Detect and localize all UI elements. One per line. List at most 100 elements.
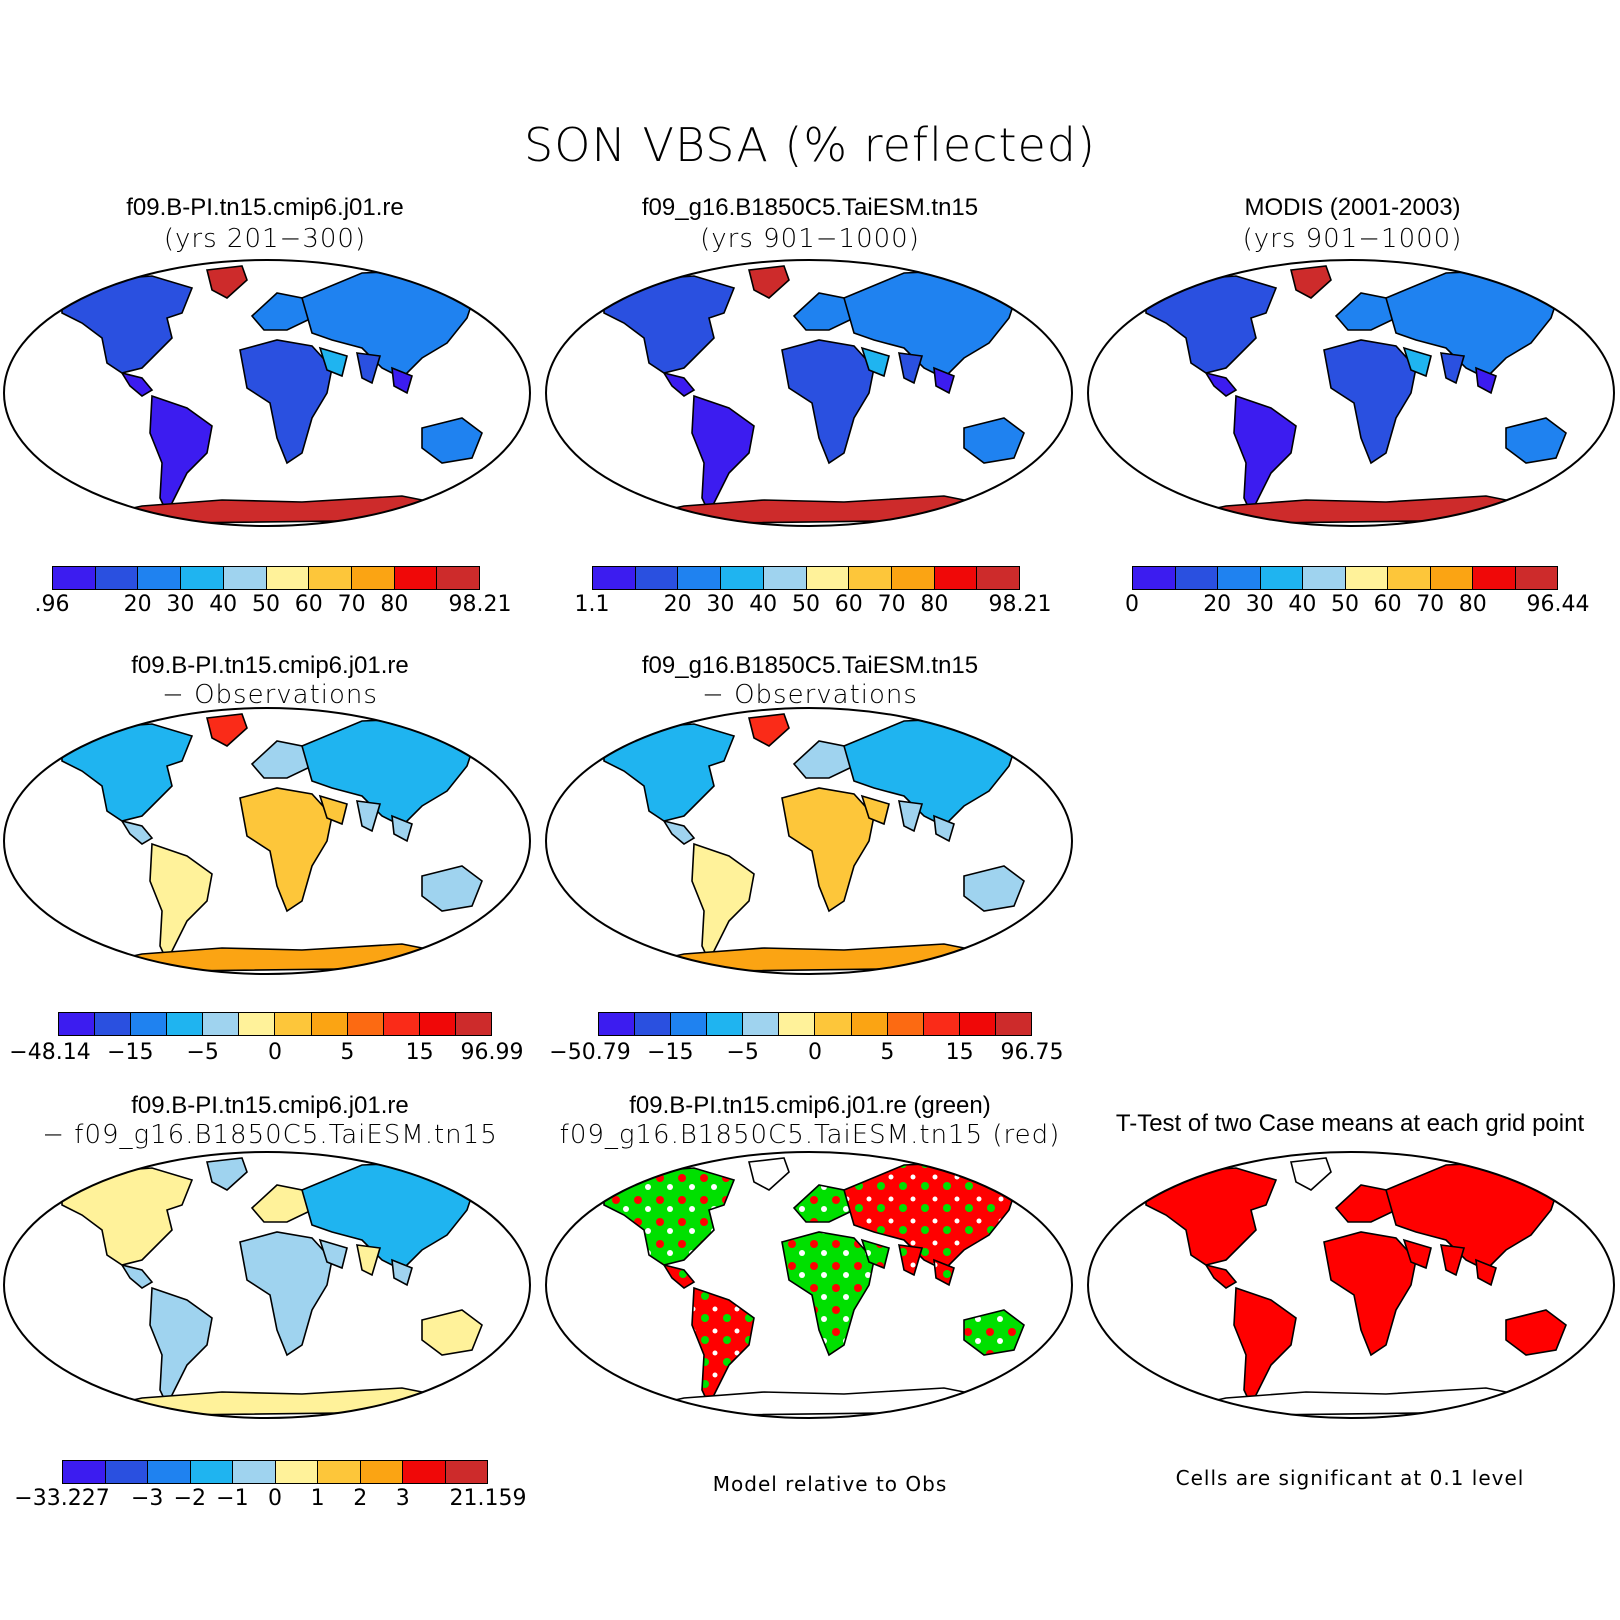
map-region-seasia bbox=[391, 1258, 413, 1287]
colorbar-tick-label: −15 bbox=[107, 1040, 154, 1065]
panel3-title: MODIS (2001-2003) bbox=[1244, 194, 1461, 221]
panel6-title: f09.B-PI.tn15.cmip6.j01.re bbox=[131, 1092, 409, 1119]
colorbar-swatch bbox=[1175, 567, 1218, 589]
map-region-india bbox=[355, 1244, 382, 1277]
panel5-subtitle: − Observations bbox=[702, 680, 918, 710]
colorbar-tick-label: 80 bbox=[1458, 592, 1487, 617]
map-region-africa bbox=[1323, 339, 1417, 465]
colorbar-swatch bbox=[849, 567, 892, 589]
panel6-colorbar-labels: −33.227 −3 −2 −1 0 1 2 3 21.159 bbox=[0, 1486, 540, 1514]
colorbar-tick-label: −5 bbox=[186, 1040, 219, 1065]
colorbar-tick-label: 15 bbox=[405, 1040, 434, 1065]
colorbar-swatch bbox=[923, 1013, 960, 1035]
colorbar-swatch bbox=[1388, 567, 1431, 589]
map-region-seasia bbox=[391, 366, 413, 395]
map-region-africa bbox=[781, 339, 875, 465]
map-region-samerica bbox=[149, 1286, 213, 1407]
map-region-namerica bbox=[1145, 275, 1278, 374]
map-region-camerica bbox=[120, 819, 154, 845]
colorbar-tick-label: 5 bbox=[340, 1040, 355, 1065]
panel2-colorbar-labels: 1.1 20 30 40 50 60 70 80 98.21 bbox=[0, 592, 1080, 620]
panel7-map bbox=[545, 1151, 1073, 1419]
colorbar-tick-label: −50.79 bbox=[549, 1040, 631, 1065]
colorbar-tick-label: 50 bbox=[792, 592, 820, 617]
map-region-africa bbox=[1323, 1231, 1417, 1357]
map-region-australia bbox=[421, 865, 483, 912]
colorbar-swatch bbox=[721, 567, 764, 589]
panel2-title: f09_g16.B1850C5.TaiESM.tn15 bbox=[641, 194, 979, 221]
colorbar-swatch bbox=[977, 567, 1020, 589]
colorbar-swatch bbox=[275, 1013, 312, 1035]
map-region-samerica bbox=[149, 842, 213, 963]
colorbar-swatch bbox=[635, 567, 679, 589]
map-region-samerica bbox=[149, 394, 213, 515]
colorbar-tick-label: 20 bbox=[1203, 592, 1232, 617]
colorbar-swatch bbox=[95, 567, 139, 589]
colorbar-swatch bbox=[1303, 567, 1346, 589]
map-region-namerica bbox=[603, 723, 736, 822]
map-region-australia bbox=[963, 865, 1025, 912]
map-region-india bbox=[897, 352, 924, 385]
panel1-map bbox=[3, 259, 531, 527]
colorbar-swatch bbox=[347, 1013, 384, 1035]
map-region-greenland bbox=[748, 1157, 790, 1191]
panel1-title: f09.B-PI.tn15.cmip6.j01.re bbox=[126, 194, 404, 221]
panel3-subtitle: (yrs 901−1000) bbox=[1242, 224, 1463, 254]
panel8-caption: Cells are significant at 0.1 level bbox=[1175, 1466, 1525, 1490]
map-region-australia bbox=[421, 417, 483, 464]
panel7-subtitle: f09_g16.B1850C5.TaiESM.tn15 (red) bbox=[559, 1120, 1061, 1150]
colorbar-swatch bbox=[203, 1013, 240, 1035]
colorbar-tick-label: 15 bbox=[945, 1040, 974, 1065]
colorbar-swatch bbox=[887, 1013, 924, 1035]
panel7-caption: Model relative to Obs bbox=[712, 1472, 948, 1496]
colorbar-swatch bbox=[190, 1461, 233, 1483]
colorbar-tick-label: −48.14 bbox=[9, 1040, 91, 1065]
colorbar-tick-label: −3 bbox=[130, 1486, 164, 1511]
map-region-camerica bbox=[662, 371, 696, 397]
panel4-colorbar-labels: −48.14 −15 −5 0 5 15 96.99 bbox=[0, 1040, 540, 1068]
colorbar-tick-label: 0 bbox=[1125, 592, 1139, 617]
colorbar-tick-label: 60 bbox=[1373, 592, 1402, 617]
colorbar-swatch bbox=[63, 1461, 106, 1483]
map-boundary bbox=[1087, 259, 1615, 527]
panel4-title: f09.B-PI.tn15.cmip6.j01.re bbox=[131, 652, 409, 679]
colorbar-tick-label: 70 bbox=[877, 592, 906, 617]
map-region-arabia bbox=[318, 346, 348, 378]
colorbar-tick-label: 50 bbox=[1331, 592, 1359, 617]
map-region-arabia bbox=[318, 1238, 348, 1270]
panel6-colorbar bbox=[62, 1460, 488, 1484]
map-region-samerica bbox=[691, 842, 755, 963]
panel4-subtitle: − Observations bbox=[162, 680, 378, 710]
map-land-group bbox=[603, 1157, 1025, 1417]
colorbar-swatch bbox=[419, 1013, 456, 1035]
map-region-australia bbox=[1505, 1309, 1567, 1356]
colorbar-swatch bbox=[445, 1461, 487, 1483]
map-region-seasia bbox=[933, 814, 955, 843]
panel5-colorbar-labels: −50.79 −15 −5 0 5 15 96.75 bbox=[0, 1040, 1080, 1068]
map-region-namerica bbox=[1145, 1167, 1278, 1266]
figure-title: SON VBSA (% reflected) bbox=[524, 118, 1096, 172]
panel1-subtitle: (yrs 201−300) bbox=[163, 224, 367, 254]
colorbar-tick-label: 21.159 bbox=[449, 1486, 527, 1511]
map-region-arabia bbox=[860, 794, 890, 826]
colorbar-swatch bbox=[233, 1461, 276, 1483]
colorbar-swatch bbox=[167, 1013, 204, 1035]
colorbar-tick-label: 40 bbox=[1288, 592, 1317, 617]
panel3-colorbar bbox=[1132, 566, 1558, 590]
colorbar-swatch bbox=[360, 1461, 403, 1483]
colorbar-tick-label: 0 bbox=[268, 1486, 282, 1511]
map-boundary bbox=[3, 259, 531, 527]
colorbar-tick-label: −5 bbox=[726, 1040, 759, 1065]
colorbar-swatch bbox=[131, 1013, 168, 1035]
colorbar-tick-label: 70 bbox=[1416, 592, 1445, 617]
map-region-seasia bbox=[933, 1258, 955, 1287]
panel2-map bbox=[545, 259, 1073, 527]
map-region-namerica bbox=[603, 1167, 736, 1266]
colorbar-tick-label: 70 bbox=[337, 592, 366, 617]
map-region-australia bbox=[1505, 417, 1567, 464]
map-region-africa bbox=[781, 787, 875, 913]
colorbar-swatch bbox=[138, 567, 182, 589]
map-region-camerica bbox=[120, 1263, 154, 1289]
colorbar-swatch bbox=[707, 1013, 744, 1035]
colorbar-tick-label: 80 bbox=[380, 592, 409, 617]
